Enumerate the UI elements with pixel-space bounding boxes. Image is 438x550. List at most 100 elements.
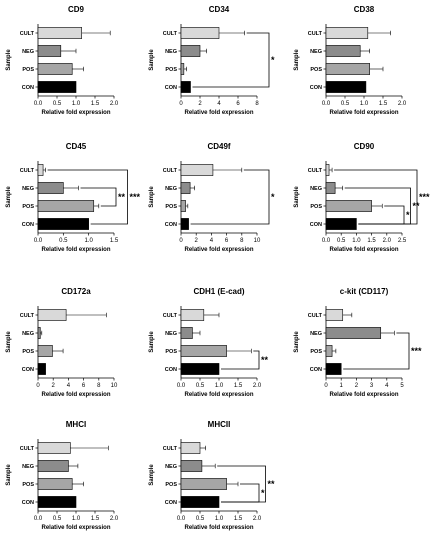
bar-con [37,363,46,375]
x-tick-label: 1.5 [379,101,388,107]
y-axis-label: Sample [149,186,155,208]
category-label: CON [165,85,177,91]
significance-label: *** [419,192,430,202]
chart-title: MHCI [66,420,86,429]
category-label: CULT [163,31,178,37]
y-axis-label: Sample [6,331,12,353]
bar-con [180,218,189,230]
category-label: NEG [22,331,34,337]
significance-bracket [80,187,117,207]
bar-pos [37,345,53,357]
significance-label: ** [413,201,421,211]
category-label: CULT [308,313,323,319]
x-axis-label: Relative fold expression [41,392,110,398]
x-tick-label: 1.0 [352,238,361,244]
chart-title: MHCII [208,420,231,429]
x-tick-label: 0.0 [34,238,43,244]
chart-title: CD45 [66,142,87,151]
x-tick-label: 4 [210,238,214,244]
category-label: POS [310,67,322,73]
category-label: CULT [20,446,35,452]
bar-pos [180,63,185,75]
x-tick-label: 1.0 [72,516,81,522]
y-axis-label: Sample [294,49,300,71]
bar-cult [180,27,220,39]
y-axis-label: Sample [294,331,300,353]
x-tick-label: 6 [82,383,86,389]
y-axis-label: Sample [149,331,155,353]
x-tick-label: 0.5 [196,516,205,522]
x-tick-label: 1.0 [215,516,224,522]
category-label: CON [22,367,34,373]
chart-title: CD49f [207,142,230,151]
category-label: NEG [310,186,322,192]
x-tick-label: 6 [236,101,240,107]
bar-cult [37,442,71,454]
category-label: NEG [310,331,322,337]
bar-neg [325,45,361,57]
chart-title: CDH1 (E-cad) [193,287,244,296]
y-axis-label: Sample [6,186,12,208]
x-tick-label: 2.0 [383,238,392,244]
x-tick-label: 0.0 [177,383,186,389]
x-tick-label: 0.0 [34,516,43,522]
x-tick-label: 0 [36,383,40,389]
significance-bracket [217,465,266,503]
x-axis-label: Relative fold expression [184,110,253,116]
bar-pos [180,200,186,212]
bar-con [37,218,89,230]
chart-title: CD90 [354,142,375,151]
bar-con [325,363,342,375]
bar-neg [325,327,382,339]
category-label: NEG [22,464,34,470]
x-tick-label: 5 [400,383,404,389]
significance-label: * [271,55,275,65]
category-label: CULT [20,168,35,174]
x-tick-label: 2 [198,101,202,107]
x-tick-label: 0.0 [34,101,43,107]
category-label: CULT [308,168,323,174]
x-axis-label: Relative fold expression [184,247,253,253]
y-axis-label: Sample [6,464,12,486]
category-label: CON [165,500,177,506]
x-tick-label: 0.5 [53,516,62,522]
category-label: POS [165,67,177,73]
bar-neg [37,327,41,339]
x-tick-label: 0 [179,238,183,244]
significance-bracket [47,169,128,225]
bar-pos [180,478,227,490]
category-label: POS [22,204,34,210]
chart-title: CD38 [354,5,375,14]
x-tick-label: 1.0 [84,238,93,244]
x-tick-label: 0.0 [177,516,186,522]
x-tick-label: 0.5 [337,238,346,244]
x-tick-label: 4 [67,383,71,389]
category-label: CULT [20,313,35,319]
category-label: CON [310,222,322,228]
x-tick-label: 2.0 [253,383,262,389]
bar-pos [37,63,73,75]
chart-title: CD9 [68,5,85,14]
x-tick-label: 2.5 [398,238,407,244]
x-tick-label: 2.0 [110,101,119,107]
x-tick-label: 1.5 [234,383,243,389]
bar-neg [37,45,62,57]
y-axis-label: Sample [149,464,155,486]
category-label: NEG [165,49,177,55]
x-tick-label: 8 [255,101,259,107]
category-label: NEG [310,49,322,55]
significance-bracket [334,169,418,225]
x-tick-label: 10 [111,383,118,389]
bar-con [180,81,191,93]
bar-pos [180,345,227,357]
x-axis-label: Relative fold expression [41,247,110,253]
significance-label: *** [411,346,422,356]
x-tick-label: 2 [195,238,199,244]
